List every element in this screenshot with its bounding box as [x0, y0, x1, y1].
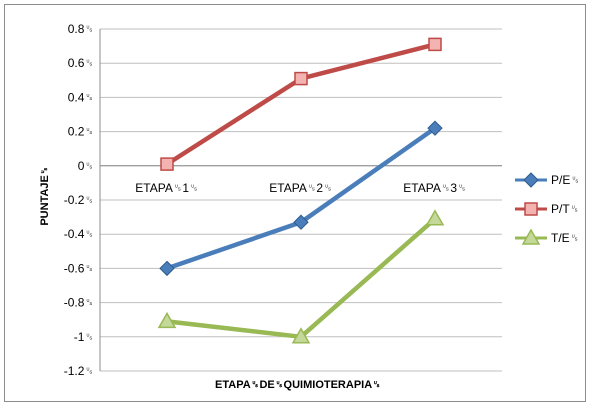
legend-marker [521, 228, 541, 245]
series-line [165, 42, 436, 166]
legend-item: P/T␟ [515, 202, 579, 216]
x-tick-label: ETAPA␟1␟ [135, 181, 198, 195]
y-tick-label: -0.4␟ [64, 227, 94, 241]
data-point [425, 209, 445, 226]
y-tick-label: -1␟ [74, 330, 94, 344]
series-1 [159, 120, 443, 277]
data-point [160, 157, 174, 171]
x-tick-label: ETAPA␟3␟ [403, 181, 466, 195]
y-axis-title: PUNTAJE␟ [39, 166, 51, 225]
legend-item: P/E␟ [515, 172, 580, 188]
y-axis-ticks: 0.8␟ 0.6␟ 0.4␟ 0.2␟ 0␟ -0.2␟ -0.4␟ -0.6␟ -0.8␟ -1… [64, 22, 94, 378]
series-line [166, 126, 437, 271]
data-point [428, 37, 442, 52]
y-tick-label: -0.8␟ [64, 296, 94, 310]
data-point [294, 71, 308, 86]
y-tick-label: -0.6␟ [64, 261, 94, 275]
legend-label: P/T␟ [551, 202, 579, 216]
y-tick-label: -0.2␟ [64, 193, 94, 207]
legend-marker [524, 202, 538, 216]
data-point [291, 327, 311, 344]
legend-item: T/E␟ [515, 228, 579, 245]
y-tick-label: 0.6␟ [68, 56, 94, 70]
series-layer [157, 37, 445, 344]
legend-label: T/E␟ [551, 231, 579, 245]
data-point [157, 311, 177, 329]
y-tick-label: 0␟ [78, 159, 94, 173]
x-tick-label: ETAPA␟2␟ [269, 181, 332, 195]
data-point [293, 214, 309, 230]
legend-marker [523, 172, 539, 188]
legend-label: P/E␟ [551, 173, 580, 187]
series-2 [160, 37, 442, 171]
series-line [166, 217, 437, 340]
x-axis-ticks: ETAPA␟1␟ ETAPA␟2␟ ETAPA␟3␟ [135, 181, 466, 195]
series-3 [157, 209, 445, 344]
data-point [159, 260, 175, 277]
y-tick-label: 0.2␟ [68, 125, 94, 139]
y-tick-label: 0.8␟ [68, 22, 94, 36]
data-point [427, 120, 443, 136]
y-tick-label: 0.4␟ [68, 90, 94, 104]
legend: P/E␟ P/T␟ T/E␟ [515, 172, 580, 245]
y-tick-label: -1.2␟ [64, 364, 94, 378]
x-axis-title: ETAPA␟DE␟QUIMIOTERAPIA␟ [215, 379, 381, 391]
